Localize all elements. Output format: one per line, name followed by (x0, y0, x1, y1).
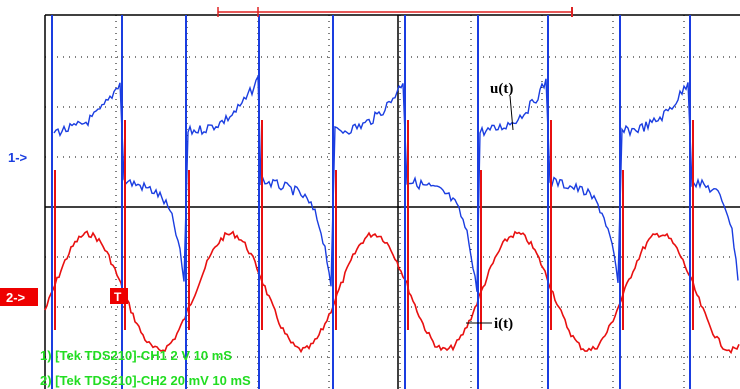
traces (45, 15, 739, 389)
trigger-marker: T (114, 290, 122, 304)
ch1-marker: 1-> (8, 150, 28, 165)
scope-screen: u(t) i(t) 1-> 2-> T 1) [Tek TDS210]-CH1 … (0, 0, 740, 389)
ch2-marker: 2-> (6, 290, 26, 305)
readout-line: 1) [Tek TDS210]-CH1 2 V 10 mS (40, 348, 232, 363)
readout-line: 2) [Tek TDS210]-CH2 20 mV 10 mS (40, 373, 251, 388)
i-label: i(t) (494, 316, 513, 332)
graticule (45, 15, 740, 389)
current-trace (45, 231, 739, 352)
u-label: u(t) (490, 81, 513, 97)
